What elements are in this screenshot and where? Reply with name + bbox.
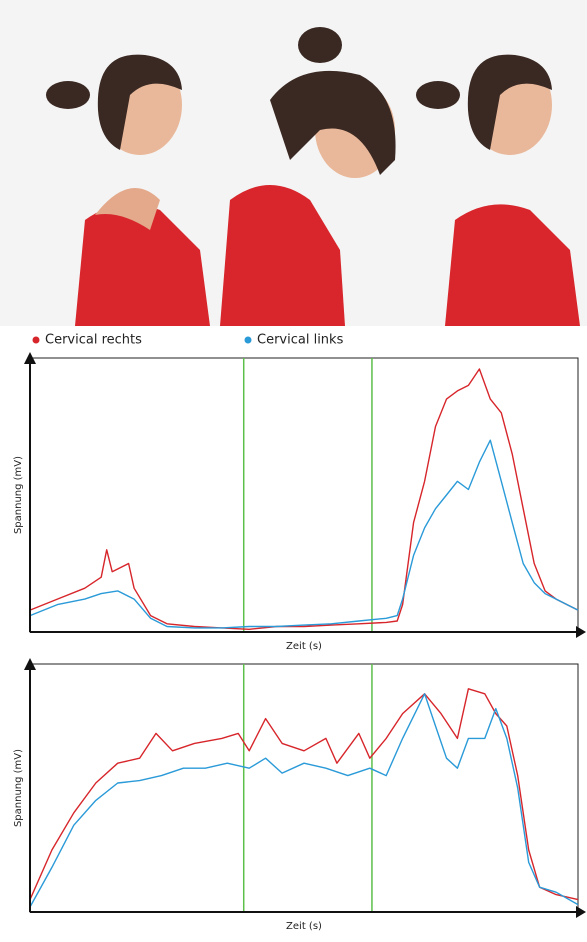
x-axis-label: Zeit (s)	[286, 921, 322, 932]
legend-label: Cervical links	[257, 333, 344, 348]
legend-swatch	[33, 337, 40, 344]
page: Zeit (s) Spannung (mV) Cervical rechts Cerv…	[0, 0, 587, 942]
emg-line	[30, 689, 578, 900]
emg-line	[30, 369, 578, 629]
emg-line	[30, 694, 578, 907]
photos	[0, 0, 587, 326]
plot-frame	[30, 358, 578, 632]
x-axis-label: Zeit (s)	[286, 641, 322, 652]
y-axis-label: Spannung (mV)	[13, 456, 24, 534]
legend-swatch	[245, 337, 252, 344]
legend-label: Cervical rechts	[45, 333, 142, 348]
figure: Zeit (s) Spannung (mV) Cervical rechts Cerv…	[0, 0, 587, 942]
y-axis-label: Spannung (mV)	[13, 749, 24, 827]
emg-line	[30, 440, 578, 628]
